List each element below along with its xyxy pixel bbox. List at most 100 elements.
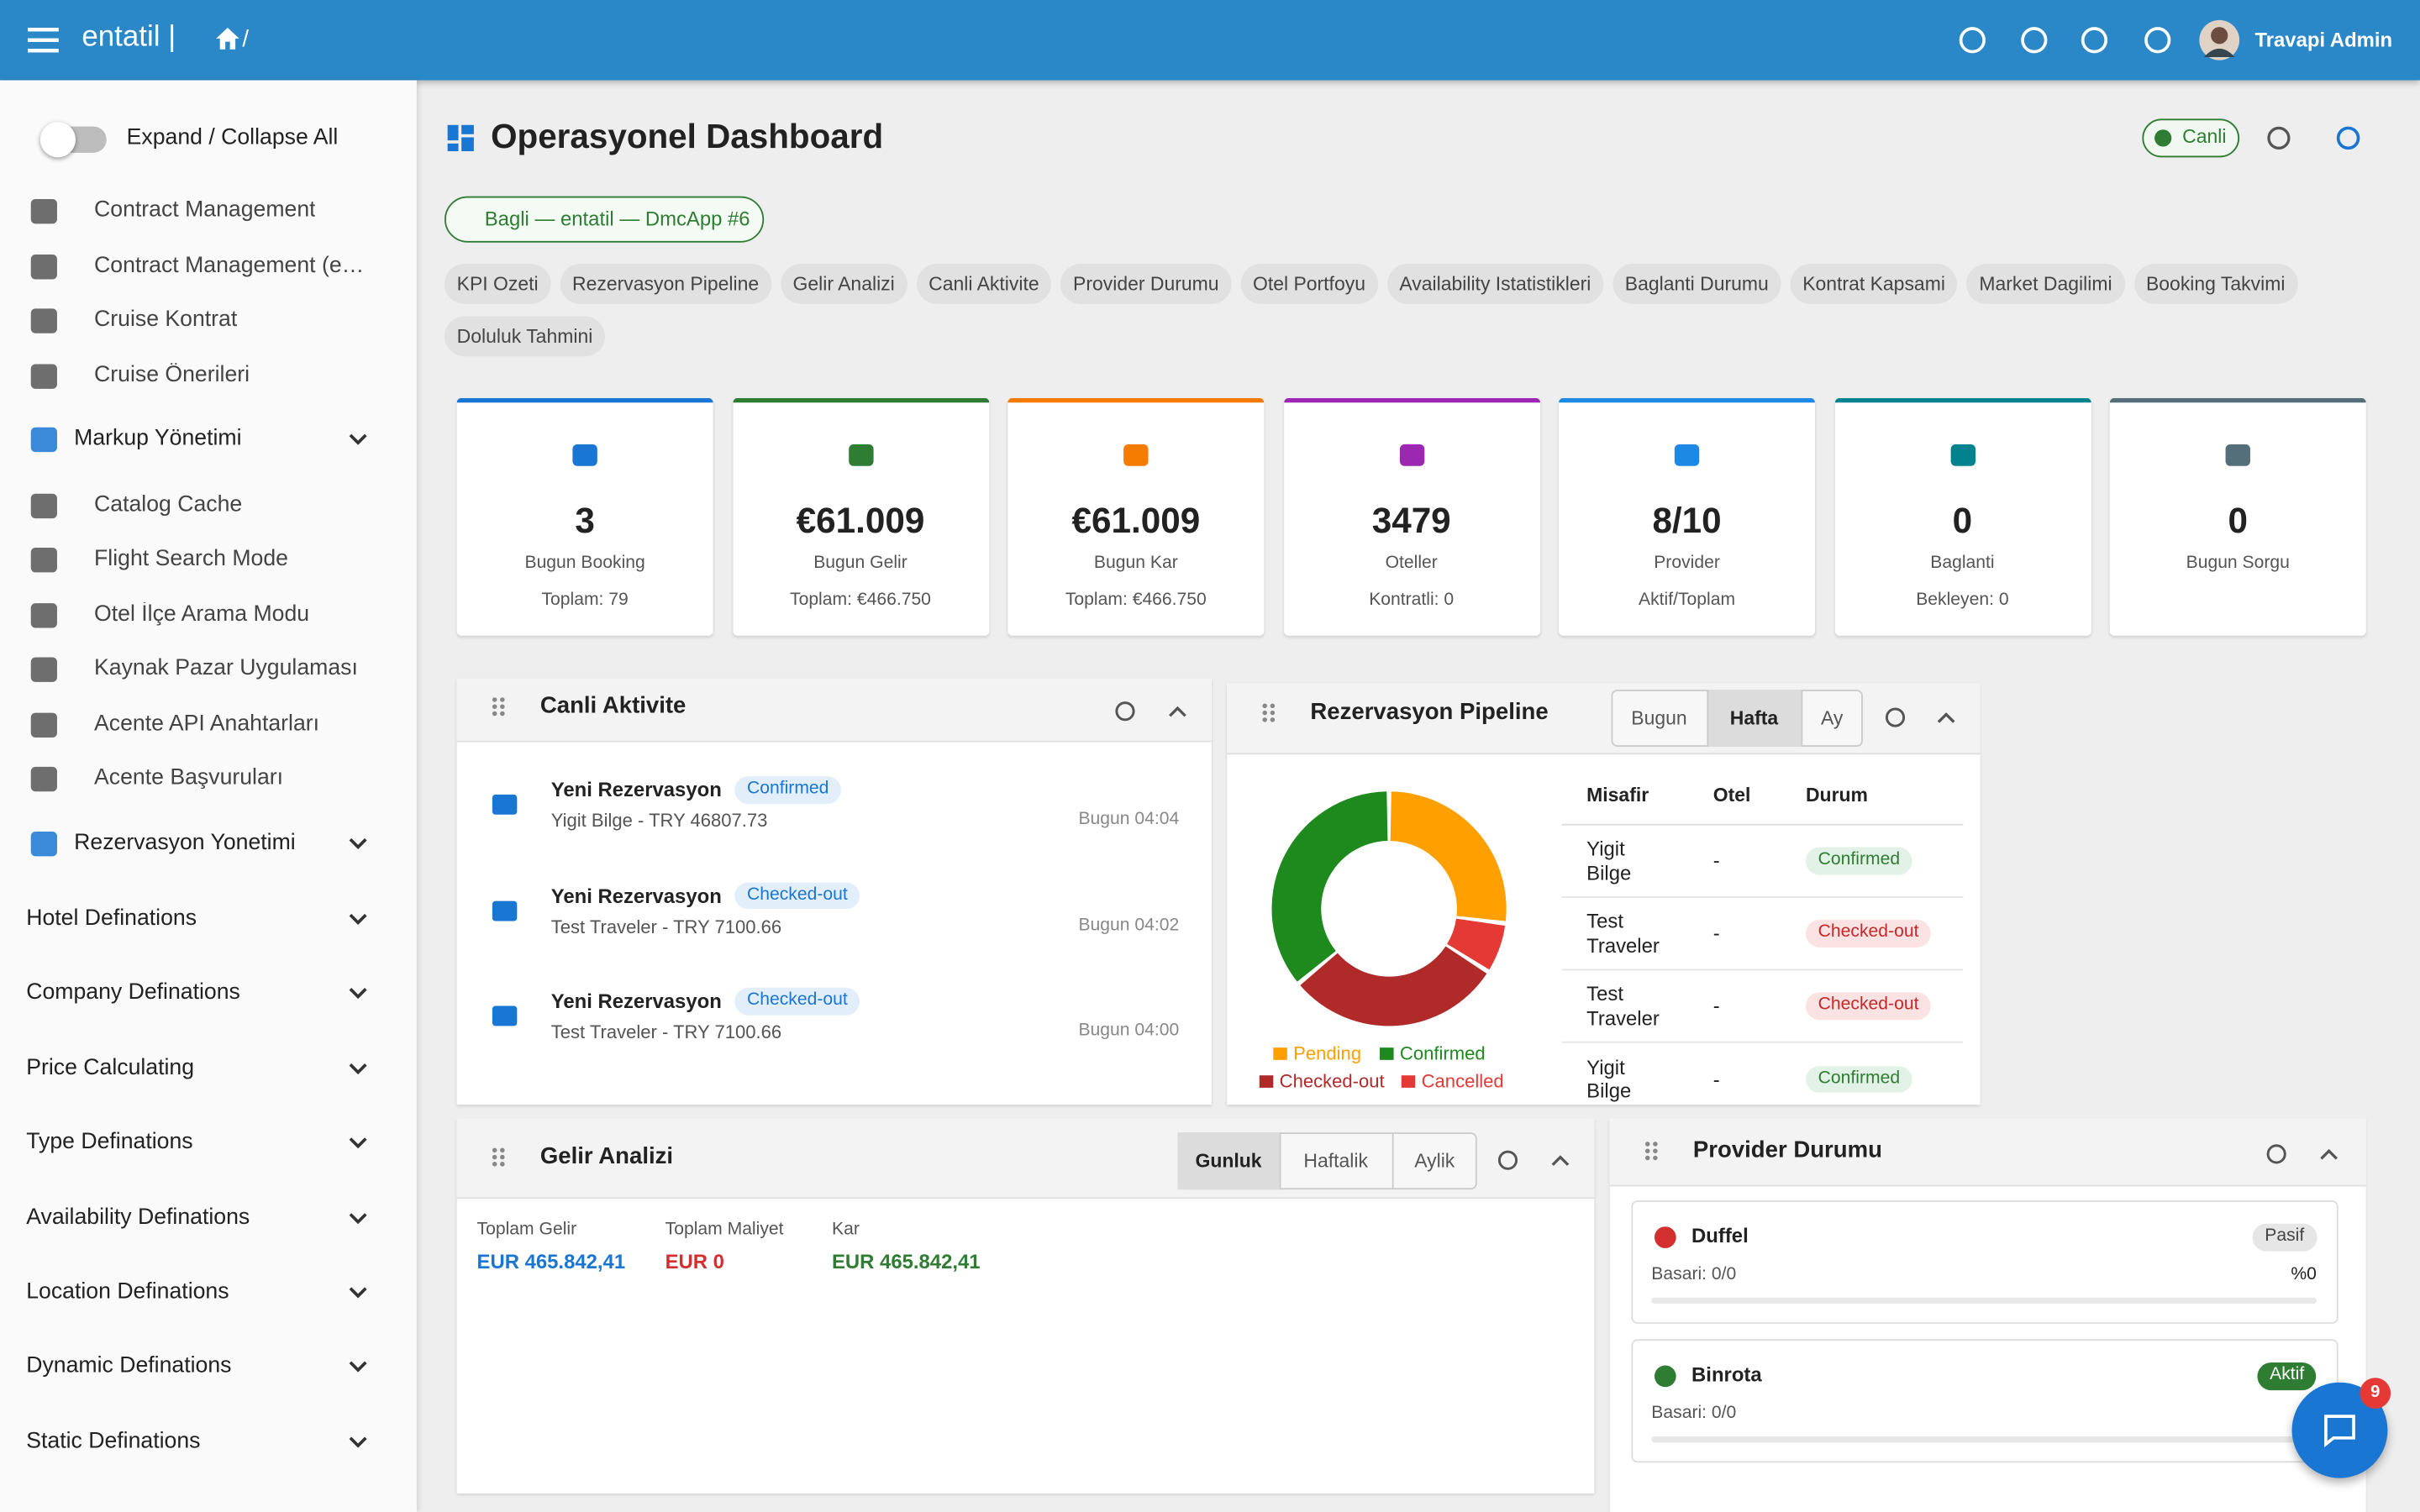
donut-slice[interactable] [1390,791,1507,921]
menu-icon [30,766,57,792]
collapse-button [1551,1155,1570,1166]
menu-icon [30,832,57,857]
menu-link[interactable]: Kaynak Pazar Uygulaması [94,656,358,681]
collapse-button [1937,712,1955,723]
activity-detail: Test Traveler - TRY 7100.66 [550,1021,782,1043]
kpi-value: 8/10 [1652,500,1722,541]
section-chip[interactable]: Rezervasyon Pipeline [560,264,771,304]
section-chip[interactable]: KPI Ozeti [444,264,551,304]
menu-link[interactable]: Catalog Cache [94,492,243,517]
activity-detail: Yigit Bilge - TRY 46807.73 [550,809,768,832]
section-chip[interactable]: Canli Aktivite [916,264,1052,304]
table-rule [1561,896,1964,898]
chevron [349,1436,367,1448]
kpi-value: 0 [1952,500,1973,541]
activity-title: Yeni Rezervasyon [550,883,722,907]
kpi-icon [2225,444,2250,466]
chevron [349,1362,367,1373]
menu-section[interactable]: Type Definations [26,1130,193,1155]
activity-icon [492,900,518,921]
activity-time: Bugun 04:04 [1078,810,1180,829]
table-header: Durum [1805,784,1868,806]
toolbar-icon [2021,27,2048,54]
segment-button[interactable] [1279,1132,1392,1190]
menu-link[interactable]: Cruise Kontrat [94,307,238,333]
section-chip[interactable]: Availability Istatistikleri [1386,264,1604,304]
stat-value: EUR 465.842,41 [832,1250,981,1273]
status-badge: Confirmed [1805,847,1912,875]
menu-link[interactable]: Cruise Önerileri [94,362,250,388]
segment-button[interactable] [1177,1132,1280,1190]
section-chip[interactable]: Gelir Analizi [780,264,908,304]
menu-section[interactable]: Static Definations [26,1429,201,1454]
menu-icon [30,308,57,334]
menu-link[interactable]: Acente Başvuruları [94,765,284,790]
kpi-label: Bugun Kar [1093,554,1178,573]
menu-group[interactable]: Rezervasyon Yonetimi [74,830,296,856]
menu-section[interactable]: Price Calculating [26,1055,195,1080]
page-title: Operasyonel Dashboard [491,117,884,156]
stat-label: Toplam Maliyet [665,1221,784,1240]
breadcrumb: / [242,26,250,53]
donut-slice[interactable] [1271,791,1388,982]
legend-label[interactable]: Cancelled [1421,1070,1504,1093]
kpi-icon [572,444,597,466]
panel-header [456,679,1212,743]
legend-label[interactable]: Pending [1293,1042,1362,1064]
menu-group[interactable]: Markup Yönetimi [74,426,242,451]
menu-section[interactable]: Hotel Definations [26,906,197,932]
table-cell: Yigit Bilge [1586,837,1632,885]
collapse-button [1169,706,1186,717]
kpi-sub: Kontratli: 0 [1369,591,1455,610]
status-badge: Checked-out [1805,992,1932,1021]
menu-link[interactable]: Otel İlçe Arama Modu [94,601,310,627]
legend-swatch [1259,1075,1274,1088]
chevron [349,1137,367,1149]
dashboard-icon [447,124,474,152]
chat-icon [2324,1415,2355,1448]
section-chip[interactable]: Doluluk Tahmini [444,315,606,356]
provider-rate: Basari: 0/0 [1651,1265,1737,1284]
section-chip[interactable]: Otel Portfoyu [1240,264,1378,304]
segment-button[interactable] [1392,1132,1477,1190]
menu-section[interactable]: Availability Definations [26,1205,250,1230]
drag-handle [1644,1142,1658,1161]
kpi-sub: Aktif/Toplam [1639,591,1736,610]
status-badge: Confirmed [734,776,842,804]
menu-link[interactable]: Contract Management (e… [94,253,365,278]
menu-section[interactable]: Location Definations [26,1279,229,1305]
legend-swatch [1401,1075,1416,1088]
segment-button[interactable] [1801,690,1862,747]
kpi-label: Baglanti [1930,554,1995,573]
menu-section[interactable]: Company Definations [26,980,240,1005]
kpi-label: Bugun Gelir [813,554,908,573]
donut-slice[interactable] [1300,946,1487,1026]
section-chip[interactable]: Market Dagilimi [1966,264,2125,304]
kpi-value: €61.009 [796,500,925,541]
menu-link[interactable]: Contract Management [94,197,316,223]
provider-status-icon [1654,1365,1676,1388]
toggle-knob[interactable] [39,122,76,158]
section-chip[interactable]: Provider Durumu [1060,264,1232,304]
live-pill [2142,118,2240,158]
donut-slice[interactable] [1447,918,1506,970]
segment-button[interactable] [1707,690,1802,747]
collapse-button [2320,1148,2338,1160]
legend-label[interactable]: Checked-out [1279,1070,1385,1093]
menu-link[interactable]: Acente API Anahtarları [94,711,320,736]
menu-icon [30,711,57,738]
table-cell: - [1712,994,1720,1018]
avatar [2199,19,2240,60]
section-chip[interactable]: Kontrat Kapsami [1790,264,1958,304]
menu-section[interactable]: Dynamic Definations [26,1354,232,1379]
section-chip[interactable]: Baglanti Durumu [1612,264,1781,304]
legend-label[interactable]: Confirmed [1399,1042,1486,1064]
menu-link[interactable]: Flight Search Mode [94,547,288,572]
section-chip[interactable]: Booking Takvimi [2133,264,2298,304]
kpi-card [2109,397,2366,636]
kpi-card [1833,397,2091,636]
menu-icon [30,548,57,574]
segment-label: Haftalik [1303,1149,1368,1172]
stat-value: EUR 0 [665,1250,724,1273]
